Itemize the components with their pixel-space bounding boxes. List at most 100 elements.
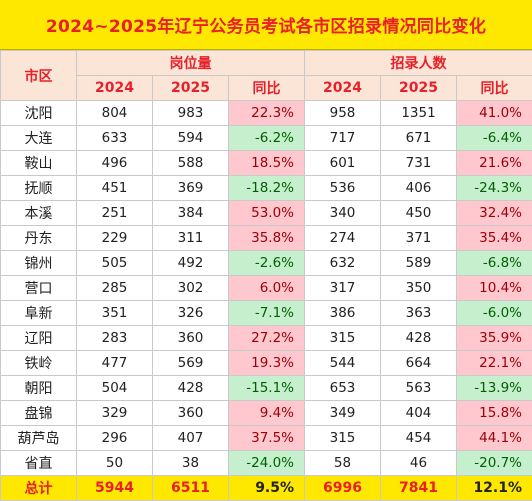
- hires-2025-cell[interactable]: 428: [381, 326, 457, 351]
- city-cell[interactable]: 辽阳: [1, 326, 77, 351]
- hires-yoy-cell[interactable]: -24.3%: [457, 176, 532, 201]
- hires-2025-cell[interactable]: 450: [381, 201, 457, 226]
- hires-yoy-cell[interactable]: 35.9%: [457, 326, 532, 351]
- hires-2024-cell[interactable]: 601: [305, 151, 381, 176]
- hires-2025-cell[interactable]: 563: [381, 376, 457, 401]
- positions-2025-cell[interactable]: 384: [153, 201, 229, 226]
- hires-yoy-cell[interactable]: 41.0%: [457, 101, 532, 126]
- city-cell[interactable]: 葫芦岛: [1, 426, 77, 451]
- positions-2025-cell[interactable]: 407: [153, 426, 229, 451]
- positions-2024-cell[interactable]: 50: [77, 451, 153, 476]
- positions-2025-cell[interactable]: 360: [153, 401, 229, 426]
- positions-2024-cell[interactable]: 285: [77, 276, 153, 301]
- hires-yoy-cell[interactable]: 22.1%: [457, 351, 532, 376]
- city-cell[interactable]: 本溪: [1, 201, 77, 226]
- hires-2025-cell[interactable]: 371: [381, 226, 457, 251]
- positions-yoy-cell[interactable]: -6.2%: [229, 126, 305, 151]
- total-positions-2024-cell[interactable]: 5944: [77, 476, 153, 501]
- total-label-cell[interactable]: 总计: [1, 476, 77, 501]
- positions-2025-cell[interactable]: 569: [153, 351, 229, 376]
- city-cell[interactable]: 大连: [1, 126, 77, 151]
- city-cell[interactable]: 铁岭: [1, 351, 77, 376]
- hires-2025-cell[interactable]: 350: [381, 276, 457, 301]
- hires-2025-cell[interactable]: 363: [381, 301, 457, 326]
- hires-yoy-cell[interactable]: 10.4%: [457, 276, 532, 301]
- positions-2025-cell[interactable]: 326: [153, 301, 229, 326]
- header-hire-2024[interactable]: 2024: [305, 76, 381, 101]
- positions-2024-cell[interactable]: 496: [77, 151, 153, 176]
- positions-2025-cell[interactable]: 311: [153, 226, 229, 251]
- header-pos-2024[interactable]: 2024: [77, 76, 153, 101]
- city-cell[interactable]: 鞍山: [1, 151, 77, 176]
- positions-2024-cell[interactable]: 229: [77, 226, 153, 251]
- positions-2024-cell[interactable]: 505: [77, 251, 153, 276]
- hires-yoy-cell[interactable]: 15.8%: [457, 401, 532, 426]
- hires-yoy-cell[interactable]: -6.4%: [457, 126, 532, 151]
- hires-2024-cell[interactable]: 544: [305, 351, 381, 376]
- city-cell[interactable]: 盘锦: [1, 401, 77, 426]
- hires-yoy-cell[interactable]: 35.4%: [457, 226, 532, 251]
- header-pos-2025[interactable]: 2025: [153, 76, 229, 101]
- hires-yoy-cell[interactable]: -13.9%: [457, 376, 532, 401]
- city-cell[interactable]: 营口: [1, 276, 77, 301]
- hires-2025-cell[interactable]: 671: [381, 126, 457, 151]
- hires-2025-cell[interactable]: 664: [381, 351, 457, 376]
- positions-2024-cell[interactable]: 451: [77, 176, 153, 201]
- hires-2024-cell[interactable]: 340: [305, 201, 381, 226]
- positions-2024-cell[interactable]: 329: [77, 401, 153, 426]
- hires-2025-cell[interactable]: 731: [381, 151, 457, 176]
- hires-2025-cell[interactable]: 404: [381, 401, 457, 426]
- hires-2024-cell[interactable]: 536: [305, 176, 381, 201]
- positions-yoy-cell[interactable]: 22.3%: [229, 101, 305, 126]
- positions-yoy-cell[interactable]: -18.2%: [229, 176, 305, 201]
- positions-2024-cell[interactable]: 251: [77, 201, 153, 226]
- positions-2025-cell[interactable]: 428: [153, 376, 229, 401]
- positions-2024-cell[interactable]: 504: [77, 376, 153, 401]
- positions-2025-cell[interactable]: 492: [153, 251, 229, 276]
- hires-2024-cell[interactable]: 653: [305, 376, 381, 401]
- hires-2024-cell[interactable]: 315: [305, 326, 381, 351]
- positions-yoy-cell[interactable]: -2.6%: [229, 251, 305, 276]
- total-hires-2024-cell[interactable]: 6996: [305, 476, 381, 501]
- hires-2025-cell[interactable]: 46: [381, 451, 457, 476]
- hires-2024-cell[interactable]: 386: [305, 301, 381, 326]
- city-cell[interactable]: 阜新: [1, 301, 77, 326]
- hires-2024-cell[interactable]: 274: [305, 226, 381, 251]
- hires-2025-cell[interactable]: 589: [381, 251, 457, 276]
- positions-2024-cell[interactable]: 351: [77, 301, 153, 326]
- positions-2024-cell[interactable]: 296: [77, 426, 153, 451]
- positions-2025-cell[interactable]: 302: [153, 276, 229, 301]
- city-cell[interactable]: 锦州: [1, 251, 77, 276]
- total-positions-yoy-cell[interactable]: 9.5%: [229, 476, 305, 501]
- positions-yoy-cell[interactable]: 19.3%: [229, 351, 305, 376]
- positions-2025-cell[interactable]: 360: [153, 326, 229, 351]
- hires-2025-cell[interactable]: 1351: [381, 101, 457, 126]
- header-group-positions[interactable]: 岗位量: [77, 51, 305, 76]
- hires-2024-cell[interactable]: 317: [305, 276, 381, 301]
- positions-2025-cell[interactable]: 983: [153, 101, 229, 126]
- positions-yoy-cell[interactable]: 35.8%: [229, 226, 305, 251]
- hires-2024-cell[interactable]: 717: [305, 126, 381, 151]
- city-cell[interactable]: 朝阳: [1, 376, 77, 401]
- header-group-hires[interactable]: 招录人数: [305, 51, 532, 76]
- hires-2025-cell[interactable]: 406: [381, 176, 457, 201]
- positions-2025-cell[interactable]: 38: [153, 451, 229, 476]
- hires-2024-cell[interactable]: 349: [305, 401, 381, 426]
- city-cell[interactable]: 丹东: [1, 226, 77, 251]
- positions-yoy-cell[interactable]: 18.5%: [229, 151, 305, 176]
- header-hire-yoy[interactable]: 同比: [457, 76, 532, 101]
- city-cell[interactable]: 沈阳: [1, 101, 77, 126]
- hires-yoy-cell[interactable]: 32.4%: [457, 201, 532, 226]
- positions-2025-cell[interactable]: 588: [153, 151, 229, 176]
- positions-yoy-cell[interactable]: -15.1%: [229, 376, 305, 401]
- header-hire-2025[interactable]: 2025: [381, 76, 457, 101]
- total-positions-2025-cell[interactable]: 6511: [153, 476, 229, 501]
- positions-2024-cell[interactable]: 804: [77, 101, 153, 126]
- positions-2024-cell[interactable]: 477: [77, 351, 153, 376]
- positions-yoy-cell[interactable]: 6.0%: [229, 276, 305, 301]
- header-region[interactable]: 市区: [1, 51, 77, 101]
- total-hires-2025-cell[interactable]: 7841: [381, 476, 457, 501]
- hires-yoy-cell[interactable]: 21.6%: [457, 151, 532, 176]
- hires-yoy-cell[interactable]: -6.0%: [457, 301, 532, 326]
- city-cell[interactable]: 省直: [1, 451, 77, 476]
